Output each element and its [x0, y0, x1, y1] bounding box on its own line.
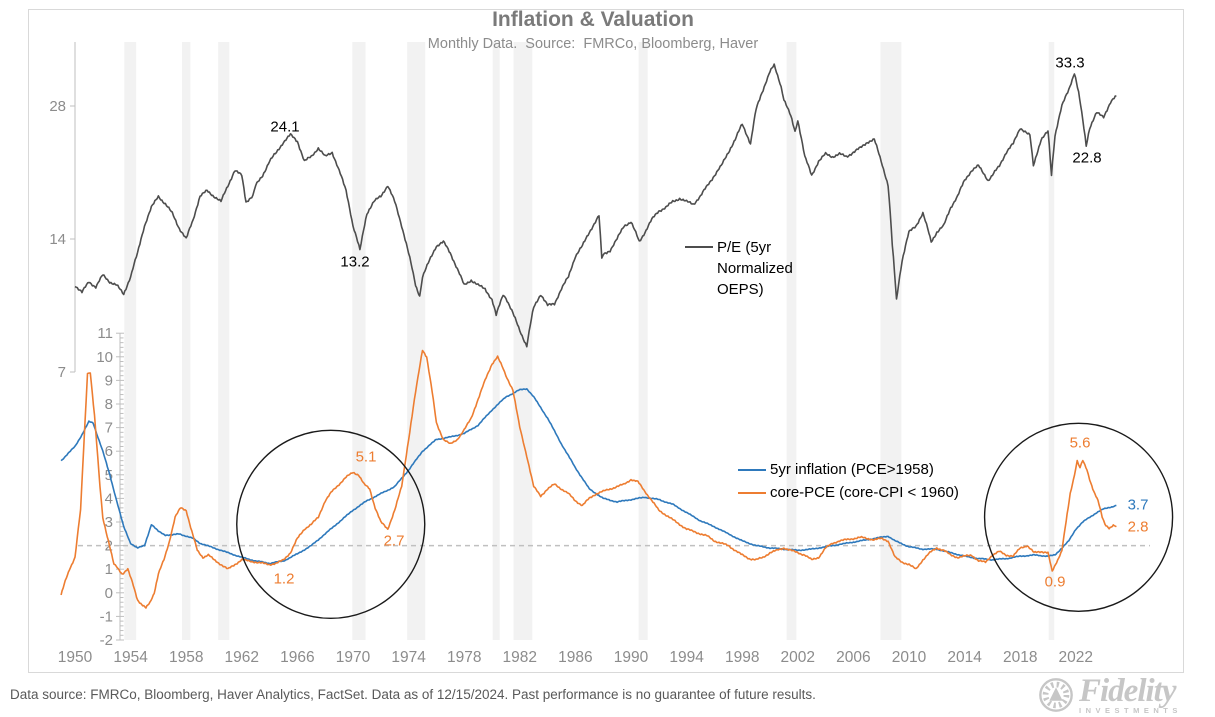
recession-band — [492, 42, 500, 640]
core-pce-series-line — [60, 349, 1117, 609]
x-tick-label: 1962 — [225, 649, 259, 666]
legend-pe-label: P/E (5yr Normalized OEPS) — [717, 239, 793, 298]
inflation-tick-label: 6 — [105, 443, 113, 460]
inflation-tick-label: 4 — [105, 490, 113, 507]
annotation-core-1970-peak: 5.1 — [355, 448, 377, 466]
annotation-pe-1965-peak: 24.1 — [270, 118, 300, 136]
inflation-tick-label: 3 — [105, 514, 113, 531]
x-tick-label: 1994 — [669, 649, 704, 666]
x-tick-label: 2010 — [892, 649, 927, 666]
x-tick-label: 2018 — [1003, 649, 1037, 666]
recession-band — [880, 42, 902, 640]
inflation-tick-label: 11 — [97, 325, 113, 342]
recession-band — [124, 42, 137, 640]
pe-series-line — [74, 63, 1117, 348]
legend-core-label: core-PCE (core-CPI < 1960) — [770, 484, 959, 501]
annotation-core-2022-peak: 5.6 — [1069, 434, 1091, 452]
x-tick-label: 1950 — [58, 649, 93, 666]
annotation-core-2020-low: 0.9 — [1044, 573, 1066, 591]
inflation-tick-label: -2 — [100, 632, 113, 649]
inflation-tick-label: 8 — [105, 396, 113, 413]
inflation-tick-label: 9 — [105, 372, 113, 389]
x-tick-label: 1954 — [113, 649, 148, 666]
x-tick-label: 1990 — [614, 649, 649, 666]
fidelity-sunburst-icon — [1039, 678, 1073, 712]
pe-tick-label: 28 — [49, 98, 66, 115]
core-line-swatch — [738, 491, 766, 494]
inflation-tick-label: 0 — [105, 585, 113, 602]
x-tick-label: 1958 — [169, 649, 203, 666]
x-tick-label: 1966 — [280, 649, 314, 666]
x-tick-label: 1970 — [336, 649, 371, 666]
x-tick-label: 1986 — [558, 649, 592, 666]
annotation-inflation-latest: 3.7 — [1127, 496, 1149, 514]
pe-line-swatch — [685, 246, 713, 248]
fidelity-logo: Fidelity INVESTMENTS — [1037, 673, 1182, 716]
inflation-tick-label: 10 — [96, 349, 113, 366]
x-tick-label: 1982 — [503, 649, 537, 666]
x-tick-label: 2014 — [947, 649, 982, 666]
chart-frame — [28, 9, 1184, 673]
x-tick-label: 2006 — [836, 649, 870, 666]
annotation-core-latest: 2.8 — [1127, 518, 1149, 536]
inflation-tick-label: -1 — [100, 608, 113, 625]
legend-inflation: 5yr inflation (PCE>1958) — [738, 461, 934, 478]
legend-inflation-label: 5yr inflation (PCE>1958) — [770, 461, 934, 478]
legend-core: core-PCE (core-CPI < 1960) — [738, 484, 959, 501]
inflation-line-swatch — [738, 468, 766, 471]
pe-tick-label: 14 — [49, 231, 66, 248]
fidelity-wordmark: Fidelity INVESTMENTS — [1079, 673, 1182, 716]
recession-band — [1048, 42, 1055, 640]
inflation-tick-label: 7 — [105, 420, 113, 437]
annotation-pe-1970-trough: 13.2 — [340, 253, 370, 271]
callout-circle — [983, 422, 1174, 612]
annotation-pe-2021-peak: 33.3 — [1055, 54, 1085, 72]
x-tick-label: 2002 — [781, 649, 815, 666]
recession-band — [352, 42, 366, 640]
annotation-pe-2022-trough: 22.8 — [1072, 149, 1102, 167]
inflation-tick-label: 5 — [105, 467, 113, 484]
recession-band — [786, 42, 797, 640]
inflation-tick-label: 1 — [105, 561, 113, 578]
recession-band — [182, 42, 191, 640]
fidelity-name: Fidelity — [1079, 673, 1176, 709]
recession-band — [638, 42, 648, 640]
annotation-core-1964-low: 1.2 — [273, 570, 295, 588]
recession-band — [513, 42, 533, 640]
fidelity-tagline: INVESTMENTS — [1079, 706, 1182, 715]
x-tick-label: 1974 — [391, 649, 426, 666]
x-tick-label: 2022 — [1059, 649, 1093, 666]
x-tick-label: 1978 — [447, 649, 481, 666]
disclaimer-text: Data source: FMRCo, Bloomberg, Haver Ana… — [10, 687, 816, 702]
legend-pe: P/E (5yr Normalized OEPS) — [685, 237, 809, 300]
annotation-core-1972-trough: 2.7 — [383, 532, 405, 550]
recession-band — [407, 42, 426, 640]
recession-band — [218, 42, 230, 640]
callout-circle — [236, 429, 426, 620]
pe-tick-label: 7 — [58, 364, 66, 381]
x-tick-label: 1998 — [725, 649, 759, 666]
